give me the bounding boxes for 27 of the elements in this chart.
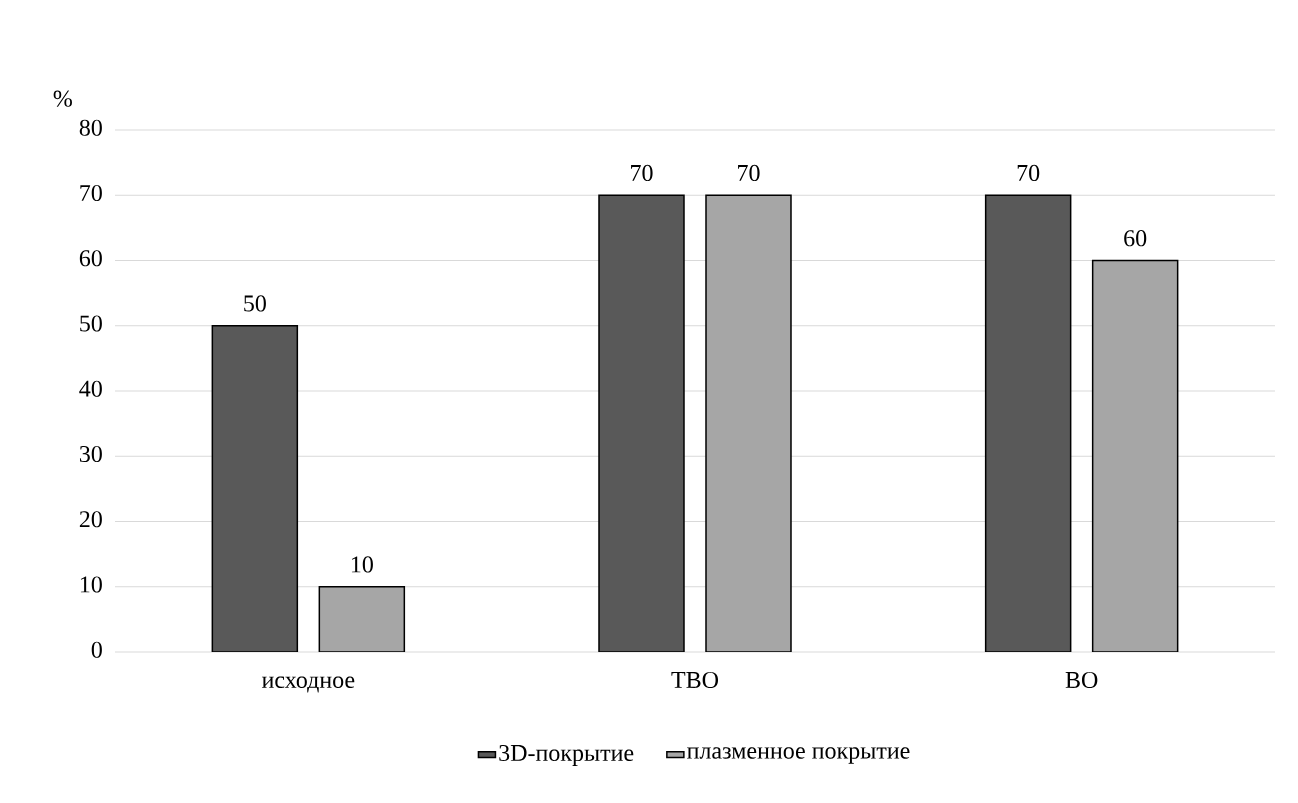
- legend-label: плазменное покрытие: [687, 747, 910, 764]
- data-label: 70: [1017, 164, 1040, 182]
- y-tick-label: 30: [79, 445, 102, 463]
- bar: [705, 194, 792, 652]
- y-tick-label: 40: [79, 380, 102, 397]
- data-label: 10: [351, 556, 373, 573]
- y-tick-label: 50: [80, 315, 102, 332]
- y-tick-label: 70: [80, 184, 102, 202]
- y-axis-title: %: [53, 90, 72, 107]
- bar: [1091, 259, 1179, 652]
- legend-label: 3D-покрытие: [499, 744, 634, 766]
- y-tick-label: 60: [79, 250, 102, 267]
- y-tick-label: 10: [80, 576, 102, 593]
- bar: [211, 325, 299, 652]
- data-label: 60: [1124, 230, 1147, 247]
- data-label: 70: [738, 164, 760, 182]
- x-tick-label: исходное: [261, 676, 355, 693]
- x-tick-label: ТВО: [671, 671, 719, 689]
- x-tick-label: ВО: [1065, 671, 1098, 689]
- y-tick-label: 80: [79, 119, 102, 136]
- data-label: 50: [244, 295, 266, 312]
- bar: [318, 586, 406, 652]
- data-label: 70: [631, 164, 653, 182]
- y-tick-label: 20: [79, 511, 102, 528]
- bar: [984, 194, 1072, 652]
- y-tick-label: 0: [91, 641, 102, 658]
- bar: [598, 194, 685, 652]
